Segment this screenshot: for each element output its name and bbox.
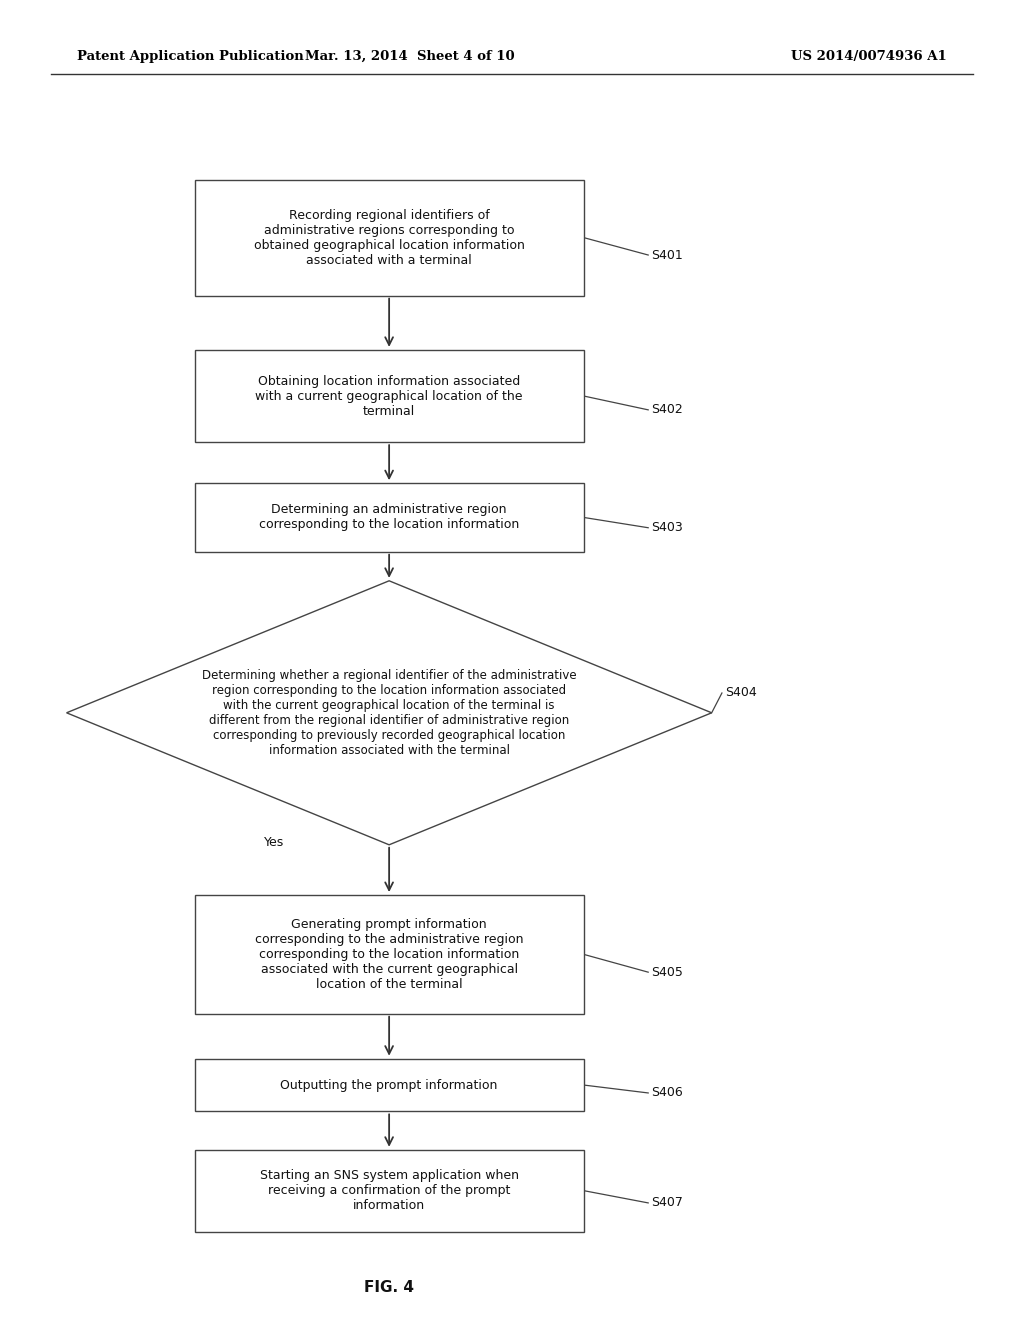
Text: Yes: Yes [264, 836, 285, 849]
Text: US 2014/0074936 A1: US 2014/0074936 A1 [792, 50, 947, 63]
Text: Determining an administrative region
corresponding to the location information: Determining an administrative region cor… [259, 503, 519, 532]
Text: Outputting the prompt information: Outputting the prompt information [281, 1078, 498, 1092]
Bar [195, 180, 584, 296]
Text: Starting an SNS system application when
receiving a confirmation of the prompt
i: Starting an SNS system application when … [260, 1170, 518, 1212]
Text: S407: S407 [651, 1196, 683, 1209]
Text: S403: S403 [651, 521, 683, 535]
Text: Mar. 13, 2014  Sheet 4 of 10: Mar. 13, 2014 Sheet 4 of 10 [305, 50, 514, 63]
Bar [195, 483, 584, 552]
Bar [195, 350, 584, 442]
Text: FIG. 4: FIG. 4 [365, 1279, 414, 1295]
Bar [195, 895, 584, 1014]
Text: Patent Application Publication: Patent Application Publication [77, 50, 303, 63]
Text: Generating prompt information
corresponding to the administrative region
corresp: Generating prompt information correspond… [255, 917, 523, 991]
Text: S401: S401 [651, 248, 683, 261]
Bar [195, 1150, 584, 1232]
Text: Determining whether a regional identifier of the administrative
region correspon: Determining whether a regional identifie… [202, 669, 577, 756]
Bar [195, 1059, 584, 1111]
Text: S402: S402 [651, 404, 683, 416]
Text: Obtaining location information associated
with a current geographical location o: Obtaining location information associate… [255, 375, 523, 417]
Text: Recording regional identifiers of
administrative regions corresponding to
obtain: Recording regional identifiers of admini… [254, 209, 524, 267]
Text: S405: S405 [651, 966, 683, 978]
Text: S404: S404 [725, 686, 757, 700]
Text: S406: S406 [651, 1086, 683, 1100]
